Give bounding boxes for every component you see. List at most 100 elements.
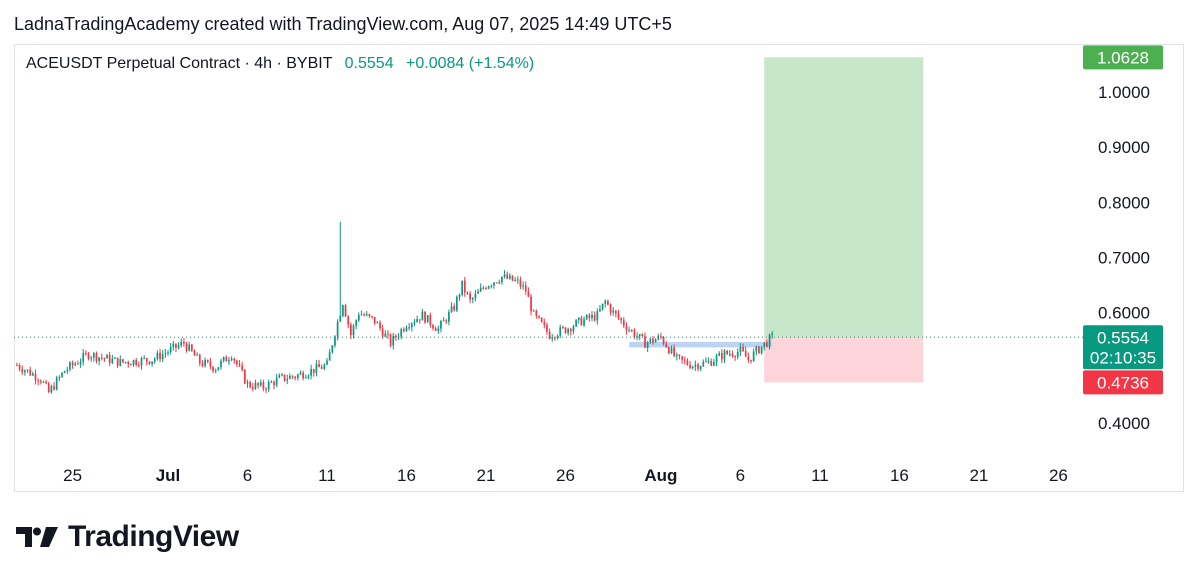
- candle-body: [331, 345, 334, 353]
- candle-body: [402, 329, 405, 331]
- candle-body: [697, 364, 699, 370]
- candle-body: [130, 364, 132, 366]
- candle-body: [55, 377, 58, 390]
- candle-body: [74, 363, 77, 366]
- candle-body: [511, 275, 514, 281]
- stop-loss-zone[interactable]: [764, 337, 924, 383]
- candle-body: [26, 369, 29, 371]
- candle-body: [490, 285, 493, 287]
- candle-body: [442, 320, 445, 322]
- symbol-legend[interactable]: ACEUSDT Perpetual Contract · 4h · BYBIT …: [26, 55, 534, 73]
- candle-body: [257, 382, 259, 386]
- candle-body: [214, 370, 217, 372]
- candle-body: [458, 294, 461, 297]
- candle-body: [53, 386, 55, 390]
- candle-body: [516, 279, 519, 281]
- candle-body: [376, 322, 379, 324]
- take-profit-zone[interactable]: [764, 57, 924, 338]
- candle-body: [241, 365, 244, 370]
- candle-body: [538, 315, 540, 318]
- candle-body: [360, 314, 363, 316]
- candle-body: [395, 335, 397, 338]
- y-tick-label: 0.9000: [1098, 138, 1150, 157]
- candle-body: [42, 381, 45, 383]
- candle-body: [654, 339, 657, 343]
- candle-body: [400, 329, 403, 337]
- candle-body: [455, 296, 458, 311]
- candle-body: [755, 346, 758, 352]
- candle-body: [432, 325, 434, 329]
- candle-body: [193, 350, 196, 356]
- candle-body: [744, 350, 747, 357]
- candle-body: [328, 352, 331, 361]
- candle-body: [283, 374, 286, 381]
- candle-body: [760, 346, 763, 354]
- candle-body: [347, 316, 350, 325]
- candle-body: [559, 327, 562, 336]
- candle-body: [119, 359, 122, 366]
- candle-body: [485, 288, 487, 290]
- candle-body: [630, 330, 633, 332]
- entry-zone[interactable]: [629, 341, 773, 348]
- candle-body: [604, 300, 607, 304]
- candle-body: [172, 343, 175, 348]
- candle-body: [34, 373, 37, 381]
- candle-body: [296, 374, 299, 379]
- candle-body: [71, 362, 74, 366]
- position-zones: [629, 57, 924, 383]
- candle-body: [649, 338, 652, 343]
- candle-body: [514, 280, 517, 282]
- candle-body: [201, 363, 204, 366]
- candle-body: [161, 354, 164, 360]
- candle-body: [63, 371, 66, 373]
- x-tick-label: 11: [318, 466, 336, 485]
- last-price-tag-text: 02:10:35: [1090, 348, 1156, 367]
- candle-body: [463, 280, 466, 293]
- candle-body: [262, 382, 265, 389]
- candle-body: [177, 345, 180, 348]
- tradingview-brand[interactable]: TradingView: [16, 520, 239, 554]
- candle-body: [583, 319, 585, 326]
- candle-body: [254, 382, 257, 389]
- candle-body: [167, 352, 169, 354]
- candle-body: [763, 342, 766, 347]
- candle-body: [196, 354, 199, 356]
- candle-body: [387, 333, 389, 335]
- candle-body: [291, 375, 294, 377]
- candle-body: [766, 342, 768, 347]
- candle-body: [151, 361, 153, 364]
- candle-body: [344, 305, 347, 317]
- tradingview-logo-icon: [16, 527, 58, 547]
- candle-body: [662, 337, 665, 344]
- target-price-tag: [1083, 45, 1163, 70]
- candle-body: [164, 353, 167, 355]
- candle-body: [384, 333, 387, 337]
- candle-body: [424, 311, 426, 323]
- candle-body: [633, 330, 636, 338]
- candle-body: [585, 314, 588, 320]
- candle-body: [24, 370, 26, 373]
- candle-body: [190, 344, 193, 351]
- candle-body: [127, 361, 130, 365]
- candle-body: [628, 330, 630, 332]
- candle-body: [82, 353, 85, 362]
- candle-body: [304, 377, 307, 379]
- candle-body: [310, 368, 312, 376]
- candle-body: [103, 357, 106, 359]
- candle-body: [413, 322, 416, 324]
- y-tick-label: 0.4000: [1098, 414, 1150, 433]
- candle-body: [286, 379, 289, 381]
- last-price-value: 0.5554: [344, 55, 394, 72]
- candle-body: [667, 347, 670, 354]
- candle-body: [466, 292, 469, 294]
- candle-body: [771, 333, 774, 336]
- candle-body: [519, 279, 522, 287]
- candle-body: [580, 317, 583, 326]
- candle-body: [265, 388, 267, 390]
- candle-body: [617, 313, 620, 319]
- candle-body: [289, 375, 291, 380]
- candle-body: [180, 341, 183, 346]
- candle-body: [448, 311, 450, 322]
- candle-body: [188, 344, 191, 351]
